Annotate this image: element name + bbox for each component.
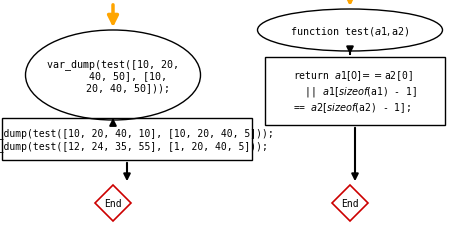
Text: End: End [104, 198, 122, 208]
Text: var_dump(test([10, 20,
     40, 50], [10,
     20, 40, 50]));: var_dump(test([10, 20, 40, 50], [10, 20,… [47, 59, 179, 93]
Bar [265, 58, 445, 126]
Bar [2, 119, 252, 160]
Text: var_dump(test([10, 20, 40, 10], [10, 20, 40, 5]));
var_dump(test([12, 24, 35, 55: var_dump(test([10, 20, 40, 10], [10, 20,… [0, 128, 274, 151]
Text: function test($a1, $a2): function test($a1, $a2) [290, 24, 410, 37]
Text: return $a1[0] == $a2[0]
  || $a1[sizeof($a1) - 1]
== $a2[sizeof($a2) - 1];: return $a1[0] == $a2[0] || $a1[sizeof($a… [293, 69, 417, 114]
Text: End: End [341, 198, 359, 208]
